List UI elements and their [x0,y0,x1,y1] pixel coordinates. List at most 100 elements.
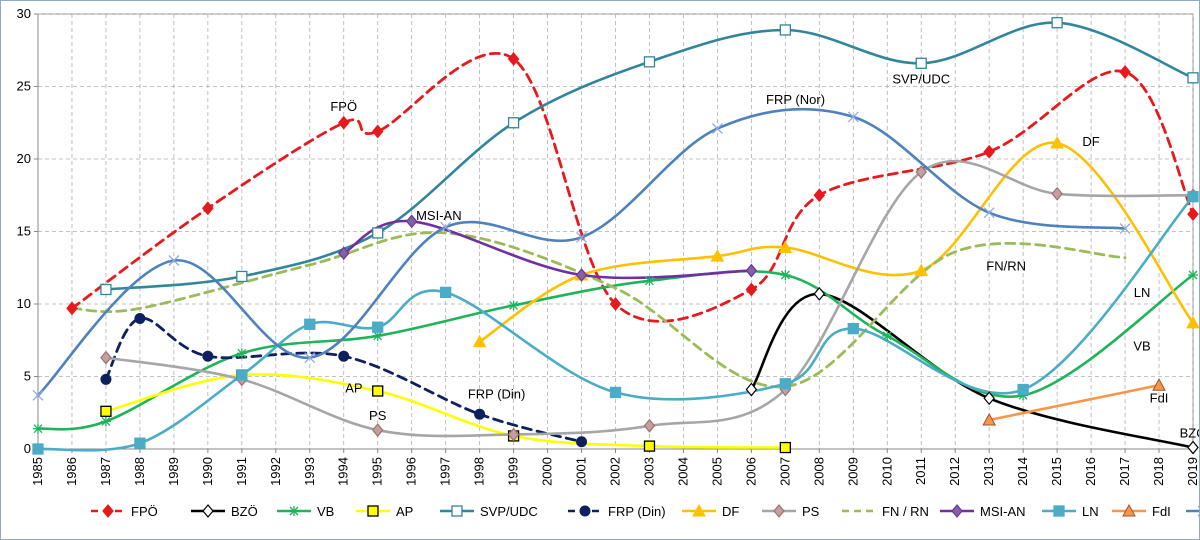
legend-label: FPÖ [131,504,158,519]
legend-item-frp-nor: FRP (Nor) [1186,505,1199,517]
point-ln [134,437,146,449]
x-tick-label: 2006 [743,457,758,486]
point-vb [33,423,43,434]
x-tick-label: 2012 [947,457,962,486]
legend-swatch-marker [579,505,591,517]
cross-stroke [304,352,316,364]
point-fp [202,201,214,216]
y-tick-label: 5 [24,369,31,384]
point-ln [779,378,792,390]
x-tick-label: 2008 [811,457,826,486]
x-tick-label: 1996 [404,457,419,486]
legend-swatch-marker [102,504,114,518]
y-tick-label: 30 [17,6,31,21]
y-tick-label: 15 [17,224,31,239]
x-tick-label: 1990 [200,457,215,486]
series-line-frp-din [104,317,583,444]
cross-stroke [983,207,995,219]
point-svp-udc [643,56,656,68]
point-ln [609,386,622,399]
legend-item-ap: AP [356,504,413,519]
point-ps [915,165,928,179]
point-df [914,263,929,277]
legend-item-bz: BZÖ [191,504,258,519]
series-line-ln [36,195,1195,452]
star-stroke [237,348,247,358]
legend-label: AP [396,504,413,519]
point-ln [372,321,384,333]
series-markers [32,17,1199,455]
x-tick-label: 1988 [132,457,147,486]
point-vb [780,270,791,280]
series-annotation: FPÖ [330,99,357,114]
legend-item-df: DF [682,503,739,519]
series-annotation: BZÖ [1180,425,1199,440]
series-line-fdi [987,383,1161,422]
point-svp-udc [779,24,792,36]
point-frp-din [576,436,588,448]
legend-swatch-marker [202,504,214,518]
point-vb [644,275,655,286]
series-annotation: SVP/UDC [892,72,950,87]
star-stroke [882,331,892,341]
legend-item-fn-rn: FN / RN [842,504,929,519]
cross-stroke [1119,223,1131,235]
point-ap [643,440,656,452]
series-line-ps [104,159,1195,438]
cross-stroke [32,389,44,401]
point-msi-an [405,214,418,229]
series-annotation: AP [345,380,362,395]
legend-item-svp-udc: SVP/UDC [440,504,538,519]
point-svp-udc [372,227,384,239]
point-fp [745,282,758,297]
x-tick-label: 2015 [1049,457,1064,486]
legend-item-ps: PS [762,504,820,519]
point-frp-din [100,373,112,385]
point-ap [779,441,792,454]
point-frp-din [202,350,214,362]
star-stroke [373,331,383,341]
series-annotation: MSI-AN [416,208,462,223]
legend-item-msi-an: MSI-AN [940,504,1026,519]
x-tick-label: 1987 [98,457,113,486]
star-stroke [33,424,43,434]
point-svp-udc [1187,72,1199,84]
x-tick-label: 2010 [879,457,894,486]
x-tick-label: 2003 [641,457,656,486]
x-tick-label: 1985 [30,457,45,486]
legend-item-fp: FPÖ [91,504,158,519]
point-svp-udc [236,270,248,283]
point-ln [439,286,452,299]
series-annotation: VB [1133,338,1150,353]
point-fdi [1152,378,1166,391]
point-fp [813,188,826,203]
axes: 0 5 10 15 20 25 30 1985 1986 1987 1988 1989 1990 1991… [17,6,1199,486]
series-annotation: DF [1082,134,1099,149]
point-fp [337,115,350,130]
point-fp [1187,207,1199,222]
series-annotation: FN/RN [986,259,1026,274]
point-df [472,334,487,348]
x-tick-label: 2009 [845,457,860,486]
star-stroke [509,300,519,310]
x-tick-label: 2000 [540,457,555,486]
point-ln [1017,383,1029,396]
point-vb [100,416,111,427]
point-df [778,240,793,253]
legend-swatch-marker [692,503,706,517]
point-frp-nor [711,123,723,135]
x-tick-label: 2001 [574,457,589,486]
x-tick-label: 2004 [675,457,690,486]
point-frp-nor [440,221,452,233]
x-tick-label: 1997 [438,457,453,486]
point-vb [508,300,519,311]
star-stroke [101,416,111,426]
x-tick-label: 1995 [370,457,385,486]
cross-stroke [576,231,587,243]
legend-label: FN / RN [882,504,929,519]
point-frp-nor [576,231,587,243]
star-stroke [645,276,654,286]
legend-swatch-marker [773,504,785,518]
legend-label: MSI-AN [980,504,1026,519]
